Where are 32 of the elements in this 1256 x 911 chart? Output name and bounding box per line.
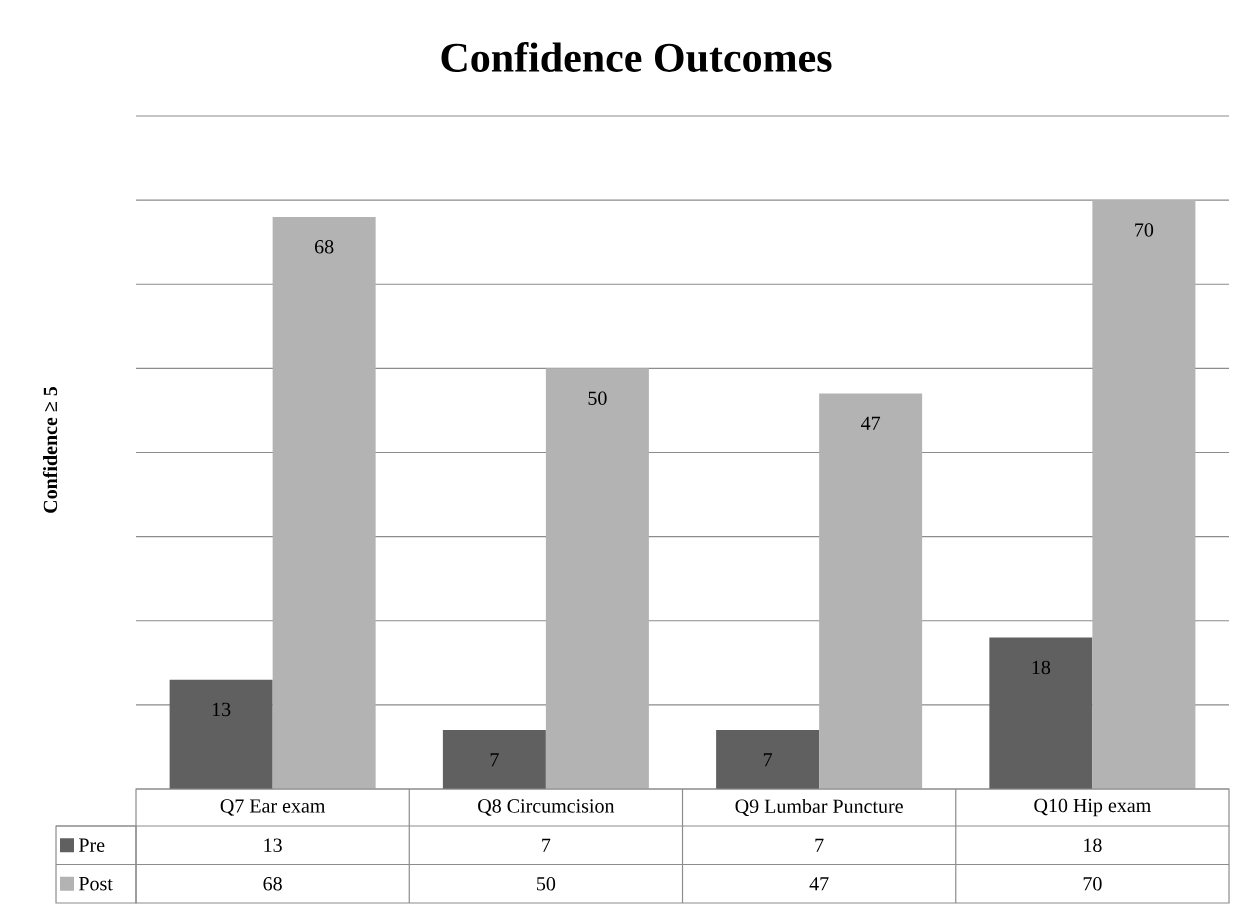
- data-label: 50: [537, 877, 556, 891]
- data-label: 7: [542, 838, 551, 852]
- text: 68: [314, 240, 334, 254]
- x-tick-label: Q8 Circumcision: [478, 799, 615, 816]
- legend-label: Pre: [78, 838, 105, 852]
- data-label: 70: [1083, 877, 1102, 891]
- text: 47: [861, 416, 881, 430]
- bar: [442, 730, 546, 789]
- y-axis-title: Confidence ≥ 5: [42, 386, 58, 513]
- bar: [716, 730, 820, 789]
- bar: [169, 679, 273, 789]
- text: 13: [212, 702, 231, 717]
- x-tick-label: Q7 Ear exam: [220, 799, 326, 816]
- data-label: 13: [264, 838, 282, 852]
- bar: [1092, 200, 1196, 789]
- text: 7: [763, 753, 773, 767]
- bar: [819, 393, 923, 789]
- bar: [989, 637, 1093, 789]
- chart-title: Confidence Outcomes: [441, 41, 832, 73]
- data-label: 68: [263, 877, 282, 891]
- text: 70: [1135, 223, 1154, 237]
- data-label: 47: [809, 877, 829, 891]
- bar: [272, 216, 376, 789]
- x-tick-label: Q10 Hip exam: [1034, 798, 1151, 817]
- data-label: 18: [1084, 838, 1102, 852]
- text: 7: [490, 753, 499, 767]
- bar: [545, 368, 649, 789]
- legend-label: Post: [78, 877, 113, 891]
- text: 18: [1032, 660, 1051, 675]
- x-tick-label: Q9 Lumbar Puncture: [735, 798, 903, 817]
- text: 50: [588, 391, 607, 405]
- data-label: 7: [815, 838, 824, 852]
